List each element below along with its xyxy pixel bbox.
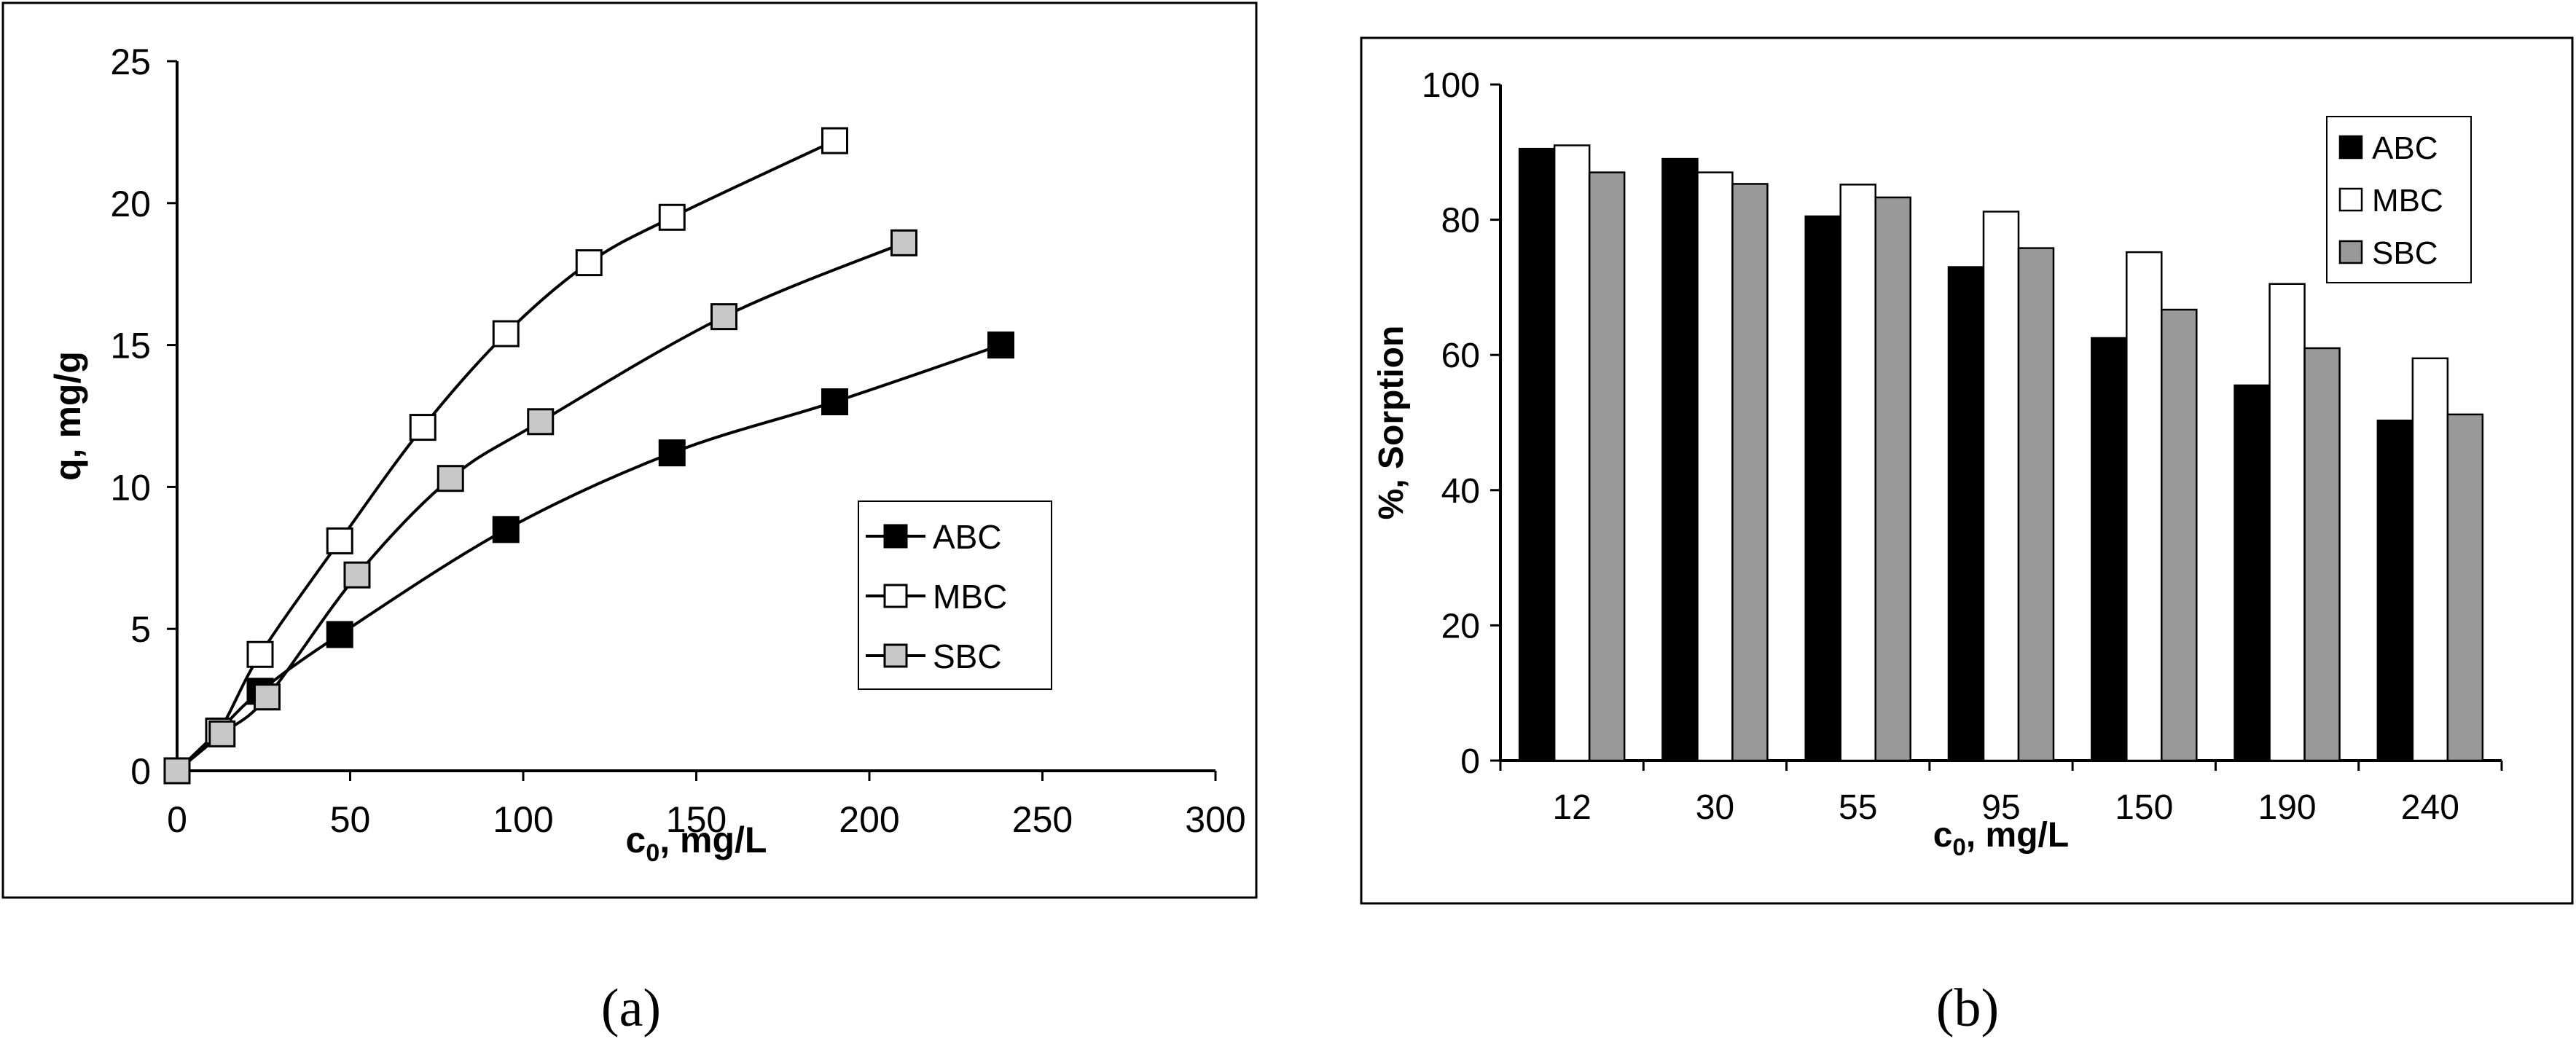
bar-mbc xyxy=(2411,357,2449,762)
caption-b: (b) xyxy=(1936,978,1999,1038)
legend-swatch-abc xyxy=(2338,135,2363,160)
x-tick-label-a: 200 xyxy=(839,799,899,840)
x-tick-label-b: 12 xyxy=(1552,788,1591,827)
x-tick-label-b: 55 xyxy=(1839,788,1877,827)
bar-mbc xyxy=(1839,184,1876,762)
bar-abc xyxy=(1804,215,1841,762)
bar-abc xyxy=(1947,266,1985,762)
bar-abc xyxy=(2091,337,2128,762)
bar-sbc xyxy=(2303,347,2341,762)
x-tick-label-a: 100 xyxy=(493,799,553,840)
x-tick-label-b: 95 xyxy=(1981,788,2020,827)
y-tick-label-b: 60 xyxy=(1441,337,1480,375)
x-axis-label-b: c0, mg/L xyxy=(1933,816,2069,860)
y-axis-label-a: q, mg/g xyxy=(47,351,88,481)
bar-sbc xyxy=(2017,247,2055,762)
legend-label-b-mbc: MBC xyxy=(2372,183,2443,219)
legend-label-mbc: MBC xyxy=(933,578,1007,616)
point-sbc xyxy=(208,720,236,747)
bar-mbc xyxy=(2268,283,2306,762)
y-tick-label-b: 40 xyxy=(1441,472,1480,511)
point-sbc xyxy=(254,683,281,711)
point-mbc xyxy=(246,640,274,668)
legend-marker-sbc xyxy=(883,643,908,668)
bar-abc xyxy=(2234,384,2271,762)
panel-a-frame xyxy=(1,1,1258,899)
point-sbc xyxy=(436,465,464,492)
series-line-mbc xyxy=(176,139,836,772)
point-sbc xyxy=(343,561,371,589)
point-abc xyxy=(821,388,848,416)
point-mbc xyxy=(658,203,686,231)
legend-label-b-abc: ABC xyxy=(2372,130,2438,166)
bar-mbc xyxy=(1553,144,1591,762)
x-tick-label-b: 190 xyxy=(2258,788,2317,827)
y-tick-label-b: 100 xyxy=(1422,66,1480,105)
x-tick-label-a: 0 xyxy=(167,799,187,840)
panel-b-frame xyxy=(1360,36,2574,905)
bar-abc xyxy=(2376,419,2414,762)
series-line-sbc xyxy=(176,241,905,772)
y-tick-label-a: 20 xyxy=(110,184,151,224)
x-tick-label-b: 240 xyxy=(2401,788,2459,827)
bar-mbc xyxy=(1696,171,1734,762)
point-sbc xyxy=(163,757,191,785)
point-mbc xyxy=(821,127,848,154)
point-sbc xyxy=(710,303,737,331)
legend-marker-mbc xyxy=(883,584,908,608)
bar-mbc xyxy=(2126,251,2163,762)
bar-sbc xyxy=(1588,171,1626,762)
x-tick-label-a: 300 xyxy=(1185,799,1245,840)
bar-sbc xyxy=(1874,196,1911,762)
bar-abc xyxy=(1518,147,1556,762)
y-tick-label-a: 5 xyxy=(130,609,151,650)
x-axis-label-a: c0, mg/L xyxy=(626,820,767,867)
point-mbc xyxy=(326,527,353,554)
y-axis-label-b: %, Sorption xyxy=(1372,326,1411,520)
bar-sbc xyxy=(2161,308,2198,762)
bar-sbc xyxy=(1731,183,1769,762)
bar-sbc xyxy=(2446,413,2484,762)
y-tick-label-a: 15 xyxy=(110,326,151,366)
legend-label-b-sbc: SBC xyxy=(2372,235,2438,271)
caption-a: (a) xyxy=(601,978,661,1038)
x-tick-label-a: 50 xyxy=(330,799,371,840)
legend-label-abc: ABC xyxy=(933,518,1002,556)
point-abc xyxy=(326,621,353,648)
y-tick-label-a: 0 xyxy=(130,751,151,792)
x-tick-label-a: 150 xyxy=(666,799,727,840)
y-tick-label-b: 0 xyxy=(1460,742,1480,781)
y-tick-label-b: 20 xyxy=(1441,607,1480,645)
point-abc xyxy=(987,331,1014,359)
x-tick-label-a: 250 xyxy=(1012,799,1073,840)
y-tick-label-b: 80 xyxy=(1441,202,1480,240)
y-tick-label-a: 25 xyxy=(110,42,151,82)
point-mbc xyxy=(409,414,436,441)
x-tick-label-b: 30 xyxy=(1696,788,1734,827)
point-abc xyxy=(492,516,520,543)
point-sbc xyxy=(527,408,555,436)
point-abc xyxy=(658,439,686,467)
x-tick-label-b: 150 xyxy=(2115,788,2173,827)
point-mbc xyxy=(575,249,603,277)
bar-mbc xyxy=(1982,211,2020,762)
bar-abc xyxy=(1661,157,1699,762)
bar-chart-b: 0 20 40 60 80 100 12 30 55 95 150 190 240 c0, mg/L %, … xyxy=(1372,66,2503,860)
point-sbc xyxy=(890,229,917,256)
y-tick-label-a: 10 xyxy=(110,467,151,508)
legend-marker-abc xyxy=(883,524,908,549)
legend-label-sbc: SBC xyxy=(933,637,1002,675)
legend-swatch-mbc xyxy=(2338,187,2363,212)
legend-swatch-sbc xyxy=(2338,240,2363,264)
point-mbc xyxy=(492,320,520,348)
